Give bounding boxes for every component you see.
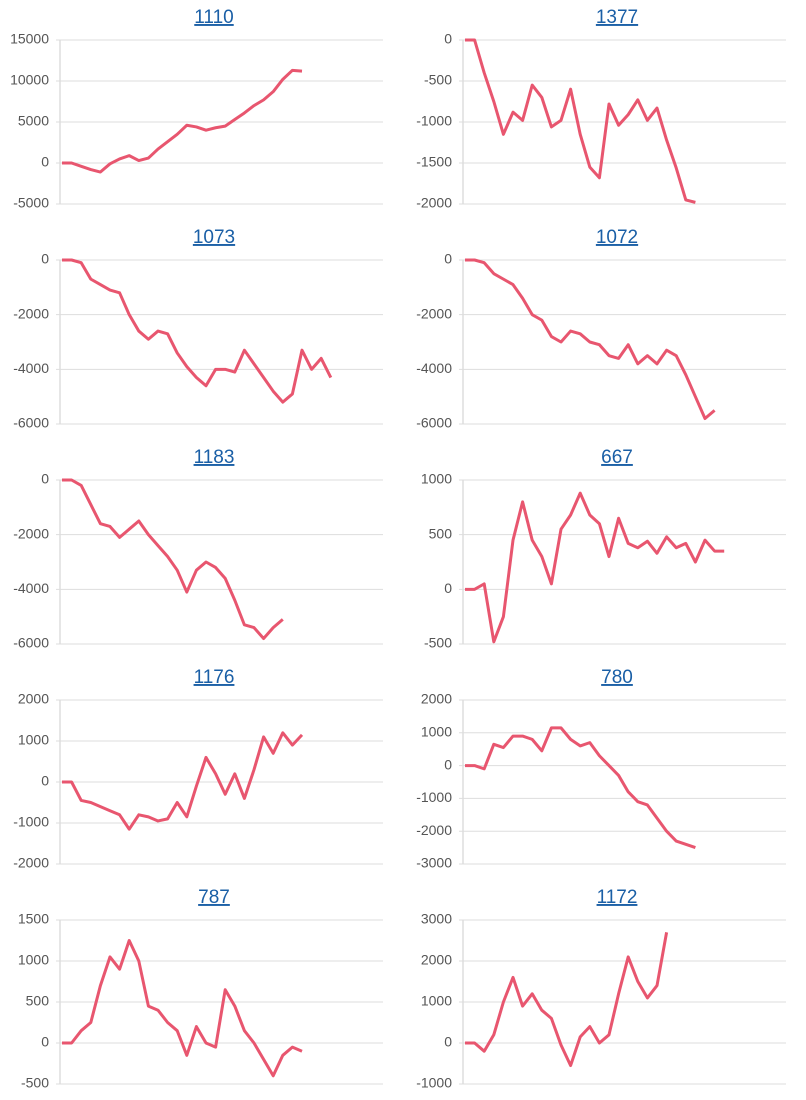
y-tick-label: 10000	[10, 72, 49, 88]
chart-title[interactable]: 1073	[193, 227, 235, 248]
y-tick-label: -1000	[13, 814, 49, 830]
chart-title[interactable]: 1377	[596, 7, 638, 28]
series-line	[465, 38, 696, 204]
y-tick-label: 500	[429, 525, 453, 541]
y-tick-label: -5000	[13, 195, 49, 211]
y-tick-label: -6000	[416, 415, 452, 431]
y-tick-label: -500	[424, 72, 452, 88]
y-tick-label: 0	[41, 251, 49, 267]
chart-title[interactable]: 1072	[596, 227, 638, 248]
y-tick-label: 500	[26, 993, 50, 1009]
y-tick-label: -1000	[416, 789, 452, 805]
y-tick-label: -500	[21, 1075, 49, 1091]
y-tick-label: 0	[444, 1034, 452, 1050]
series-line	[465, 491, 725, 644]
series-line	[465, 932, 669, 1068]
y-tick-label: -4000	[13, 360, 49, 376]
y-tick-label: -4000	[416, 360, 452, 376]
y-tick-label: -2000	[13, 525, 49, 541]
series-line	[62, 939, 303, 1078]
y-tick-label: 5000	[18, 113, 49, 129]
chart-title[interactable]: 1176	[194, 667, 235, 688]
y-tick-label: -2000	[13, 305, 49, 321]
y-tick-label: 1000	[18, 732, 49, 748]
chart-title[interactable]: 1110	[194, 7, 233, 28]
series-line	[62, 68, 303, 174]
chart-title[interactable]: 780	[601, 667, 633, 688]
y-tick-label: -4000	[13, 580, 49, 596]
y-tick-label: 0	[444, 756, 452, 772]
y-tick-label: 0	[444, 580, 452, 596]
series-line	[62, 731, 304, 831]
y-tick-label: -3000	[416, 855, 452, 871]
y-tick-label: -6000	[13, 415, 49, 431]
y-tick-label: -1000	[416, 113, 452, 129]
y-tick-label: 1000	[421, 471, 452, 487]
y-tick-label: 1500	[18, 911, 49, 927]
y-tick-label: 15000	[10, 31, 49, 47]
y-tick-label: -6000	[13, 635, 49, 651]
y-tick-label: -2000	[13, 855, 49, 871]
y-tick-label: 0	[444, 31, 452, 47]
chart-title[interactable]: 787	[198, 887, 230, 908]
y-tick-label: -1000	[416, 1075, 452, 1091]
series-line	[465, 726, 696, 850]
chart-title[interactable]: 1172	[597, 887, 638, 908]
series-line	[465, 258, 716, 421]
y-tick-label: 3000	[421, 911, 452, 927]
y-tick-label: 0	[41, 154, 49, 170]
y-tick-label: -500	[424, 635, 452, 651]
series-line	[62, 478, 284, 641]
y-tick-label: 1000	[421, 993, 452, 1009]
y-tick-label: 1000	[421, 724, 452, 740]
chart-title[interactable]: 667	[601, 447, 633, 468]
y-tick-label: 1000	[18, 952, 49, 968]
y-tick-label: 2000	[18, 691, 49, 707]
series-line	[62, 258, 333, 404]
y-tick-label: 0	[41, 1034, 49, 1050]
y-tick-label: -1500	[416, 154, 452, 170]
y-tick-label: 0	[41, 471, 49, 487]
y-tick-label: 2000	[421, 952, 452, 968]
y-tick-label: 0	[41, 773, 49, 789]
y-tick-label: -2000	[416, 822, 452, 838]
y-tick-label: 2000	[421, 691, 452, 707]
y-tick-label: -2000	[416, 305, 452, 321]
y-tick-label: -2000	[416, 195, 452, 211]
y-tick-label: 0	[444, 251, 452, 267]
chart-title[interactable]: 1183	[194, 447, 235, 468]
